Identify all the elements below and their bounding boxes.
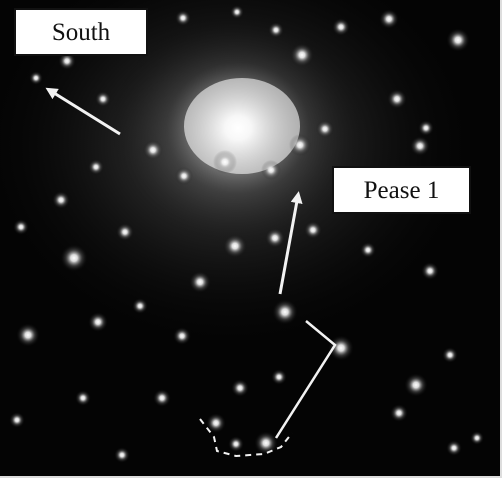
stars bbox=[9, 5, 484, 463]
star bbox=[228, 436, 244, 452]
star bbox=[114, 447, 130, 463]
star bbox=[271, 369, 287, 385]
star bbox=[9, 412, 25, 428]
star bbox=[88, 159, 104, 175]
star bbox=[332, 18, 350, 36]
star bbox=[153, 389, 171, 407]
star bbox=[52, 191, 70, 209]
star bbox=[379, 9, 399, 29]
cluster-core-bright bbox=[184, 78, 300, 174]
star bbox=[387, 89, 407, 109]
star bbox=[254, 431, 278, 455]
star bbox=[95, 91, 111, 107]
star bbox=[75, 390, 91, 406]
star bbox=[175, 10, 191, 26]
star bbox=[360, 242, 376, 258]
star bbox=[418, 120, 434, 136]
star bbox=[206, 413, 226, 433]
star bbox=[268, 22, 284, 38]
star bbox=[13, 219, 29, 235]
star bbox=[58, 52, 76, 70]
star bbox=[143, 140, 163, 160]
south-arrow bbox=[45, 87, 121, 136]
star bbox=[265, 228, 285, 248]
dashed-outline bbox=[199, 418, 293, 458]
star bbox=[290, 43, 314, 67]
star bbox=[261, 160, 281, 180]
star bbox=[421, 262, 439, 280]
star bbox=[213, 150, 237, 174]
star bbox=[231, 379, 249, 397]
star bbox=[175, 167, 193, 185]
star bbox=[132, 298, 148, 314]
star bbox=[442, 347, 458, 363]
star bbox=[328, 335, 354, 361]
star bbox=[410, 136, 430, 156]
star bbox=[29, 71, 43, 85]
star bbox=[316, 120, 334, 138]
star bbox=[470, 431, 484, 445]
star bbox=[289, 134, 311, 156]
star bbox=[116, 223, 134, 241]
pointer-line bbox=[274, 320, 337, 439]
star bbox=[272, 299, 298, 325]
pease-1-label: Pease 1 bbox=[332, 166, 471, 214]
annotations bbox=[45, 87, 337, 458]
star bbox=[189, 271, 211, 293]
star bbox=[390, 404, 408, 422]
star bbox=[16, 323, 40, 347]
star bbox=[88, 312, 108, 332]
pease-arrow bbox=[278, 191, 303, 295]
star bbox=[223, 234, 247, 258]
star bbox=[446, 440, 462, 456]
star bbox=[304, 221, 322, 239]
star bbox=[230, 5, 244, 19]
star bbox=[446, 28, 470, 52]
star bbox=[404, 373, 428, 397]
south-label: South bbox=[14, 8, 148, 56]
star bbox=[173, 327, 191, 345]
star bbox=[60, 244, 88, 272]
